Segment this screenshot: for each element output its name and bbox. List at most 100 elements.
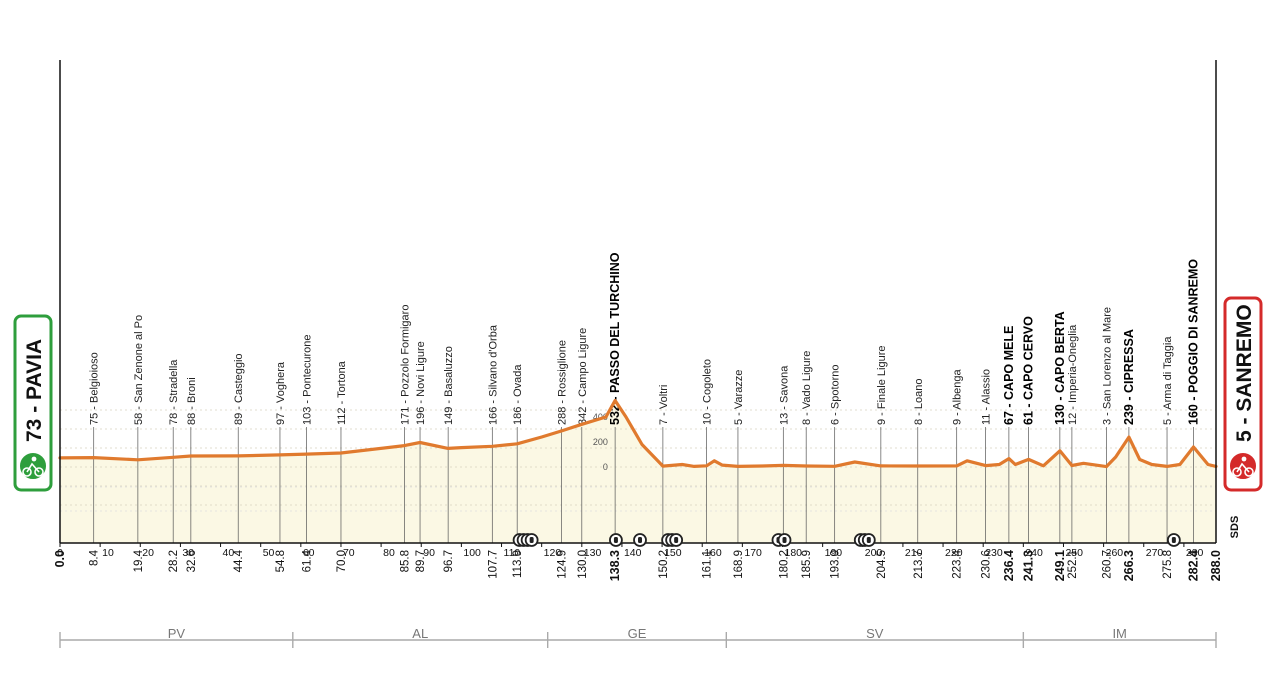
- region-layer: PV AL GE SV IM: [59, 626, 1217, 648]
- profile-fill-layer: [60, 400, 1216, 543]
- waypoint-name-label: 160 - POGGIO DI SANREMO: [1187, 259, 1201, 425]
- waypoint-km-label: 85.8: [399, 550, 411, 572]
- altitude-tick-label: 0: [603, 462, 608, 472]
- waypoint-km-label: 168.9: [733, 550, 745, 579]
- waypoint-name-label: 342 - Campo Ligure: [577, 328, 589, 425]
- waypoint-name-label: 7 - Voltri: [658, 385, 670, 425]
- axis-layer: 0 10 20 30 40 50 60 70 80 90 100 110 120 130 140 150 160…: [57, 60, 1241, 559]
- distance-tick-label: 50: [263, 547, 275, 559]
- waypoint-km-label: 249.1: [1053, 550, 1067, 581]
- distance-tick-label: 0: [57, 547, 63, 559]
- waypoint-km-label: 266.3: [1122, 550, 1136, 581]
- region-label: PV: [168, 626, 186, 641]
- waypoint-km-label: 288.0: [1209, 550, 1223, 581]
- waypoint-km-label: 124.9: [556, 550, 568, 579]
- distance-tick-label: 230: [985, 547, 1003, 559]
- waypoint-name-label: 78 - Stradella: [168, 359, 180, 425]
- waypoint-km-label: 185.9: [801, 550, 813, 579]
- waypoint-name-label: 10 - Cogoleto: [702, 359, 714, 425]
- waypoint-km-label: 28.2: [168, 550, 180, 572]
- waypoint-name-label: 149 - Basaluzzo: [443, 346, 455, 425]
- distance-tick-label: 270: [1146, 547, 1164, 559]
- distance-tick-label: 80: [383, 547, 395, 559]
- waypoint-km-label: 282.4: [1187, 550, 1201, 581]
- distance-tick-label: 30: [182, 547, 194, 559]
- waypoint-km-label: 44.4: [233, 549, 245, 572]
- waypoint-name-label: 67 - CAPO MELE: [1002, 326, 1016, 425]
- waypoint-name-label: 166 - Silvano d'Orba: [487, 324, 499, 425]
- waypoint-name-label: 8 - Loano: [913, 379, 925, 425]
- distance-tick-label: 10: [102, 547, 114, 559]
- cyclist-icon: [1236, 462, 1250, 473]
- distance-tick-label: 20: [142, 547, 154, 559]
- waypoint-km-label: 113.9: [512, 550, 524, 578]
- tunnel-layer: [512, 533, 1181, 547]
- waypoint-name-label: 58 - San Zenone al Po: [133, 315, 145, 425]
- waypoint-km-label: 19.4: [133, 549, 145, 572]
- distance-tick-label: 200: [865, 547, 883, 559]
- cyclist-icon: [1232, 467, 1242, 477]
- waypoint-km-label: 223.4: [952, 549, 964, 578]
- badge-layer: 73 - PAVIA 5 - SANREMO: [13, 296, 1263, 492]
- distance-tick-label: 220: [945, 547, 963, 559]
- waypoint-name-label: 9 - Finale Ligure: [876, 346, 888, 426]
- waypoint-name-label: 196 - Novi Ligure: [415, 341, 427, 425]
- waypoint-name-label: 61 - CAPO CERVO: [1022, 316, 1036, 425]
- cyclist-icon: [34, 467, 44, 477]
- waypoint-km-label: 61.4: [302, 549, 314, 572]
- distance-tick-label: 160: [704, 547, 722, 559]
- waypoint-name-label: 5 - Varazze: [733, 370, 745, 425]
- tunnel-icon: [866, 537, 871, 543]
- start-badge: [13, 314, 53, 492]
- tunnel-icon: [782, 537, 787, 543]
- waypoint-km-label: 230.6: [981, 550, 993, 579]
- waypoint-name-label: 13 - Savona: [778, 365, 790, 425]
- waypoint-km-label: 138.3: [608, 550, 622, 581]
- cyclist-icon: [22, 467, 32, 477]
- waypoint-name-label: 130 - CAPO BERTA: [1053, 311, 1067, 425]
- distance-tick-label: 170: [744, 547, 762, 559]
- distance-tick-label: 40: [223, 547, 235, 559]
- tunnel-icon: [613, 537, 618, 543]
- cyclist-icon: [26, 462, 40, 473]
- waypoint-name-label: 186 - Ovada: [512, 364, 524, 425]
- waypoint-name-label: 6 - Spotorno: [830, 364, 842, 425]
- waypoint-km-label: 275.8: [1162, 550, 1174, 579]
- waypoint-km-label: 260.7: [1101, 550, 1113, 579]
- distance-tick-label: 60: [303, 547, 315, 559]
- waypoint-name-label: 171 - Pozzolo Formigaro: [399, 305, 411, 425]
- altitude-tick-label: 400: [593, 412, 608, 422]
- waypoint-name-label: 288 - Rossiglione: [556, 340, 568, 425]
- waypoint-name-label: 239 - CIPRESSA: [1122, 329, 1136, 425]
- distance-tick-label: 140: [624, 547, 642, 559]
- waypoint-km-label: 241.3: [1022, 550, 1036, 581]
- waypoint-km-label: 89.7: [415, 550, 427, 572]
- region-label: SV: [866, 626, 884, 641]
- tunnel-icon: [529, 537, 534, 543]
- distance-tick-label: 190: [825, 547, 843, 559]
- waypoint-km-label: 161.1: [702, 550, 714, 579]
- waypoint-name-label: 75 - Belgioioso: [89, 352, 101, 425]
- distance-tick-label: 120: [544, 547, 562, 559]
- waypoint-name-label: 103 - Pontecurone: [302, 334, 314, 425]
- distance-tick-label: 260: [1106, 547, 1124, 559]
- cyclist-icon: [1244, 467, 1254, 477]
- distance-tick-label: 100: [463, 547, 481, 559]
- waypoint-name-label: 11 - Alassio: [981, 369, 993, 425]
- profile-line: [58, 398, 1218, 469]
- tunnel-icon: [1171, 537, 1176, 543]
- waypoint-name-label: 97 - Voghera: [275, 361, 287, 425]
- profile-layer: [58, 398, 1218, 469]
- waypoint-name-label: 112 - Tortona: [336, 360, 348, 425]
- waypoint-km-label: 107.7: [487, 550, 499, 579]
- region-label: AL: [412, 626, 428, 641]
- start-badge-text: 73 - PAVIA: [23, 339, 46, 442]
- waypoint-name-label: 88 - Broni: [186, 377, 198, 425]
- waypoint-km-label: 32.6: [186, 550, 198, 572]
- finish-badge-text: 5 - SANREMO: [1233, 304, 1256, 442]
- tunnel-icon: [638, 537, 643, 543]
- waypoint-name-label: 532 - PASSO DEL TURCHINO: [608, 252, 622, 425]
- waypoint-km-label: 54.8: [275, 550, 287, 572]
- waypoint-km-label: 193.0: [830, 550, 842, 579]
